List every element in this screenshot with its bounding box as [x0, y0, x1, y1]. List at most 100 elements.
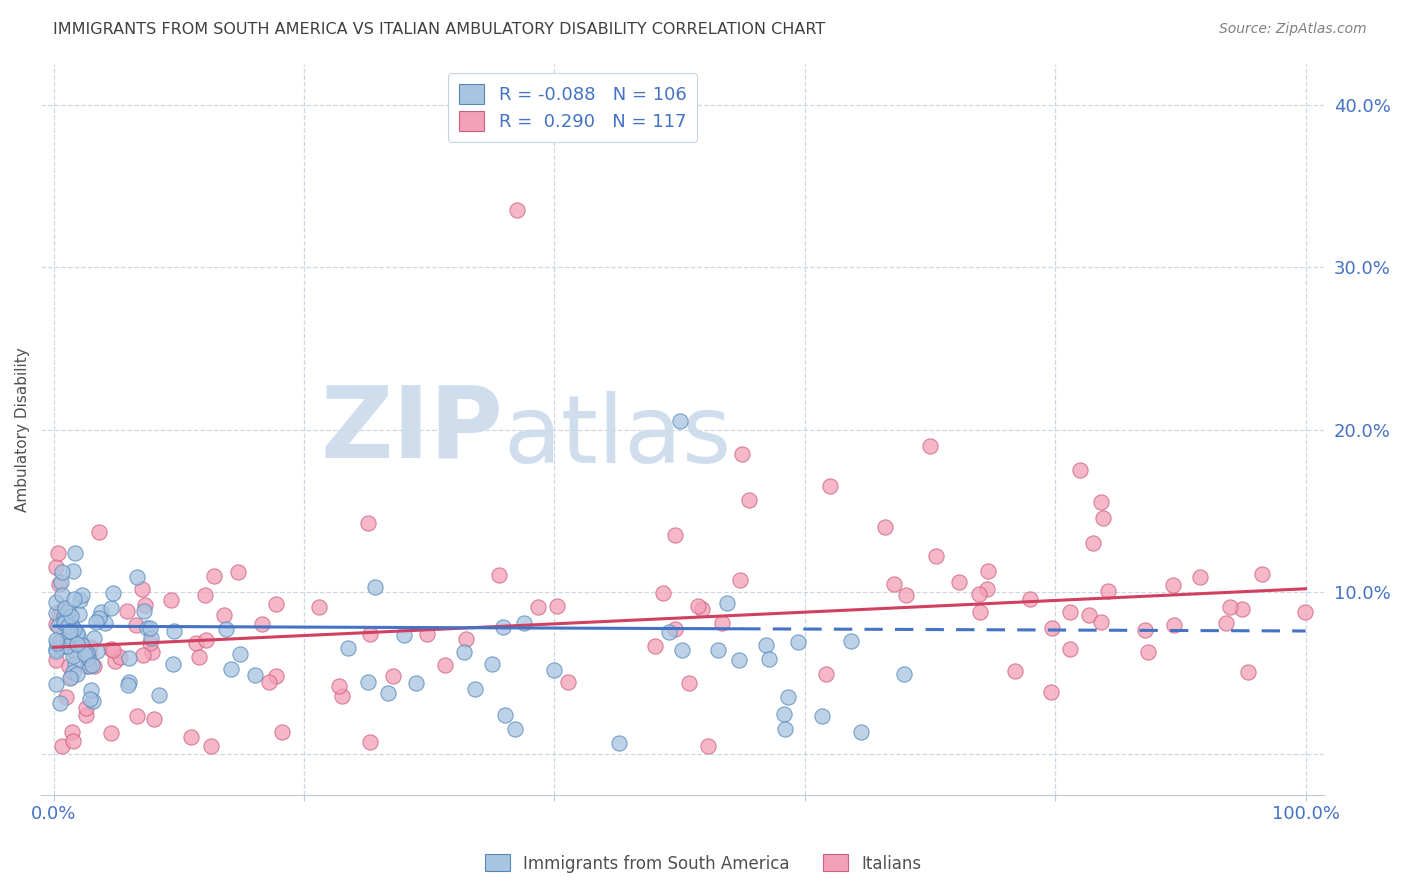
Point — [45, 560, 67, 574]
Point — [664, 528, 686, 542]
Point — [63, 622, 86, 636]
Text: IMMIGRANTS FROM SOUTH AMERICA VS ITALIAN AMBULATORY DISABILITY CORRELATION CHART: IMMIGRANTS FROM SOUTH AMERICA VS ITALIAN… — [53, 22, 825, 37]
Point — [75, 701, 97, 715]
Point — [494, 708, 516, 723]
Point — [875, 520, 897, 534]
Text: atlas: atlas — [503, 391, 731, 483]
Point — [49, 640, 72, 654]
Point — [364, 580, 387, 594]
Point — [228, 647, 250, 661]
Point — [948, 575, 970, 590]
Point — [82, 694, 104, 708]
Point — [87, 524, 110, 539]
Point — [58, 613, 80, 627]
Point — [1090, 615, 1112, 630]
Point — [527, 600, 550, 615]
Point — [65, 644, 87, 658]
Point — [58, 604, 80, 618]
Point — [104, 654, 127, 668]
Point — [139, 632, 162, 646]
Point — [1215, 616, 1237, 631]
Point — [226, 565, 249, 579]
Point — [45, 595, 67, 609]
Point — [59, 624, 82, 638]
Point — [46, 619, 69, 633]
Point — [330, 689, 353, 703]
Point — [925, 549, 948, 563]
Point — [45, 606, 67, 620]
Point — [668, 414, 690, 428]
Point — [1097, 584, 1119, 599]
Point — [45, 635, 67, 649]
Point — [62, 648, 84, 663]
Point — [141, 645, 163, 659]
Point — [48, 577, 70, 591]
Y-axis label: Ambulatory Disability: Ambulatory Disability — [15, 347, 30, 512]
Point — [377, 685, 399, 699]
Point — [381, 669, 404, 683]
Point — [773, 722, 796, 736]
Point — [731, 447, 754, 461]
Point — [557, 674, 579, 689]
Point — [115, 604, 138, 618]
Point — [83, 658, 105, 673]
Point — [117, 678, 139, 692]
Point — [1040, 685, 1063, 699]
Point — [219, 662, 242, 676]
Point — [1069, 463, 1091, 477]
Point — [415, 627, 437, 641]
Point — [48, 607, 70, 621]
Point — [49, 575, 72, 590]
Point — [758, 652, 780, 666]
Point — [51, 604, 73, 618]
Point — [66, 629, 89, 643]
Point — [63, 644, 86, 658]
Point — [163, 624, 186, 638]
Point — [215, 622, 238, 636]
Point — [969, 605, 991, 619]
Point — [1161, 578, 1184, 592]
Point — [1077, 607, 1099, 622]
Point — [45, 677, 67, 691]
Point — [75, 708, 97, 723]
Legend: Immigrants from South America, Italians: Immigrants from South America, Italians — [478, 847, 928, 880]
Point — [159, 592, 181, 607]
Point — [62, 733, 84, 747]
Point — [918, 439, 941, 453]
Point — [143, 712, 166, 726]
Point — [360, 627, 382, 641]
Point — [505, 722, 527, 736]
Point — [678, 676, 700, 690]
Point — [83, 631, 105, 645]
Point — [125, 618, 148, 632]
Point — [1040, 621, 1063, 635]
Point — [360, 735, 382, 749]
Point — [118, 674, 141, 689]
Point — [90, 605, 112, 619]
Point — [811, 708, 834, 723]
Point — [103, 642, 125, 657]
Point — [84, 615, 107, 629]
Point — [200, 739, 222, 754]
Point — [139, 636, 162, 650]
Point — [100, 726, 122, 740]
Point — [266, 669, 288, 683]
Point — [818, 479, 841, 493]
Point — [132, 648, 155, 662]
Point — [62, 621, 84, 635]
Point — [148, 688, 170, 702]
Point — [1019, 591, 1042, 606]
Point — [883, 576, 905, 591]
Point — [49, 696, 72, 710]
Point — [100, 641, 122, 656]
Point — [45, 653, 67, 667]
Point — [728, 573, 751, 587]
Point — [79, 640, 101, 655]
Point — [1232, 602, 1254, 616]
Point — [328, 679, 350, 693]
Text: ZIP: ZIP — [321, 381, 503, 478]
Point — [491, 620, 513, 634]
Point — [894, 588, 917, 602]
Point — [77, 658, 100, 673]
Point — [127, 569, 149, 583]
